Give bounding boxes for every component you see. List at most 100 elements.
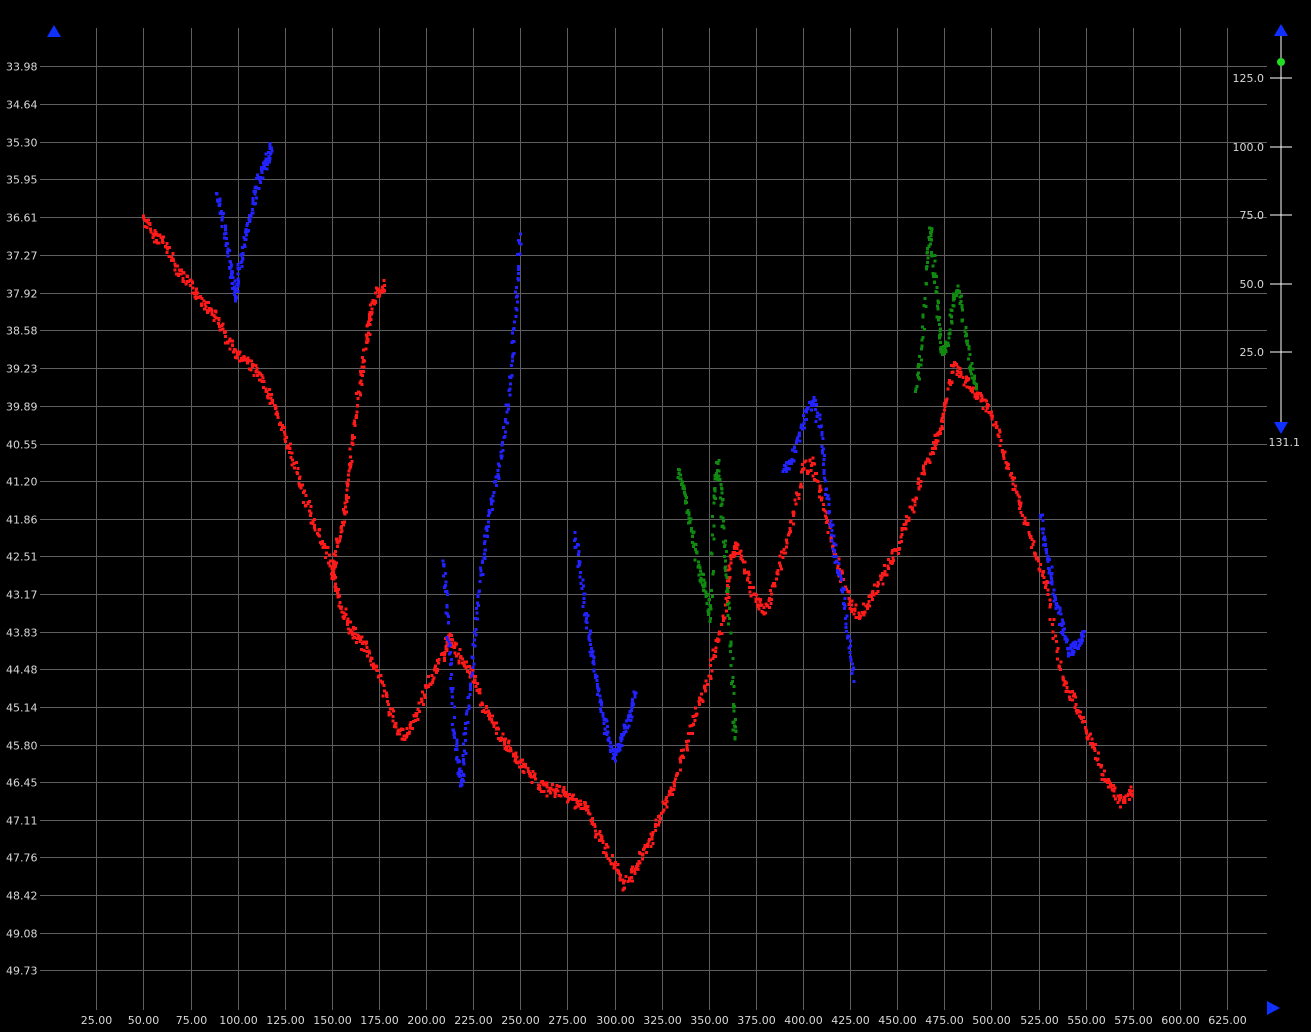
data-point <box>489 497 493 501</box>
data-point <box>625 726 629 730</box>
data-point <box>143 224 147 228</box>
data-point <box>809 468 813 472</box>
data-point <box>265 167 269 171</box>
data-point <box>922 464 926 468</box>
data-point <box>797 496 801 500</box>
data-point <box>688 520 692 524</box>
data-point <box>1030 537 1034 541</box>
data-point <box>712 569 716 573</box>
zoom-slider-down-arrow-icon[interactable] <box>1274 422 1288 434</box>
data-point <box>775 577 779 581</box>
data-point <box>407 732 411 736</box>
data-point <box>1014 484 1018 488</box>
data-point <box>453 735 457 739</box>
data-point <box>182 271 186 275</box>
data-point <box>405 731 409 735</box>
data-point <box>941 419 945 423</box>
data-point <box>711 533 715 537</box>
x-tick-label: 175.00 <box>360 1014 399 1027</box>
data-point <box>464 660 468 664</box>
data-point <box>384 691 388 695</box>
data-point <box>297 484 301 488</box>
data-point <box>935 304 939 308</box>
data-point <box>633 869 637 873</box>
data-point <box>1033 554 1037 558</box>
data-point <box>754 597 758 601</box>
data-point <box>1043 586 1047 590</box>
zoom-slider-handle[interactable] <box>1277 58 1285 66</box>
data-point <box>457 659 461 663</box>
data-point <box>1101 773 1105 777</box>
data-point <box>361 355 365 359</box>
data-point <box>251 197 255 201</box>
data-point <box>461 779 465 783</box>
x-axis-right-arrow-icon[interactable] <box>1267 1001 1280 1015</box>
data-point <box>502 738 506 742</box>
data-point <box>481 572 485 576</box>
data-point <box>590 817 594 821</box>
data-point <box>577 549 581 553</box>
data-point <box>717 638 721 642</box>
data-point <box>1050 582 1054 586</box>
data-point <box>1058 609 1062 613</box>
data-point <box>714 497 718 501</box>
data-point <box>218 202 222 206</box>
y-axis-up-arrow-icon[interactable] <box>47 25 61 37</box>
data-point <box>955 372 959 376</box>
data-point <box>160 235 164 239</box>
data-point <box>366 339 370 343</box>
data-point <box>333 549 337 553</box>
data-point <box>670 788 674 792</box>
zoom-slider[interactable]: 125.0 100.0 75.0 50.0 25.0 131.1 <box>1233 24 1301 449</box>
data-point <box>627 724 631 728</box>
data-point <box>257 186 261 190</box>
data-point <box>677 468 681 472</box>
data-point <box>718 477 722 481</box>
data-point <box>478 703 482 707</box>
data-point <box>653 822 657 826</box>
data-point <box>236 277 240 281</box>
data-point <box>990 414 994 418</box>
data-point <box>458 648 462 652</box>
data-point <box>1006 466 1010 470</box>
data-point <box>382 279 386 283</box>
data-point <box>854 616 858 620</box>
data-point <box>334 588 338 592</box>
data-point <box>630 870 634 874</box>
data-point <box>583 801 587 805</box>
data-point <box>886 565 890 569</box>
data-point <box>1113 797 1117 801</box>
zoom-slider-up-arrow-icon[interactable] <box>1274 24 1288 36</box>
data-point <box>241 246 245 250</box>
x-tick-label: 525.00 <box>1020 1014 1059 1027</box>
data-point <box>1078 644 1082 648</box>
data-point <box>1052 594 1056 598</box>
data-point <box>559 794 563 798</box>
data-point <box>725 609 729 613</box>
data-point <box>442 659 446 663</box>
data-point <box>402 734 406 738</box>
data-point <box>492 490 496 494</box>
data-point <box>730 682 734 686</box>
data-point <box>874 591 878 595</box>
data-point <box>649 844 653 848</box>
data-point <box>304 503 308 507</box>
data-point <box>665 799 669 803</box>
data-point <box>573 537 577 541</box>
data-point <box>633 693 637 697</box>
data-point <box>699 569 703 573</box>
data-point <box>554 791 558 795</box>
data-point <box>247 367 251 371</box>
data-point <box>181 276 185 280</box>
data-point <box>795 440 799 444</box>
data-point <box>1052 588 1056 592</box>
data-point <box>461 754 465 758</box>
data-point <box>609 750 613 754</box>
data-point <box>295 470 299 474</box>
data-point <box>1077 639 1081 643</box>
data-point <box>695 712 699 716</box>
data-point <box>717 474 721 478</box>
data-point <box>998 443 1002 447</box>
data-point <box>591 650 595 654</box>
data-point <box>471 656 475 660</box>
